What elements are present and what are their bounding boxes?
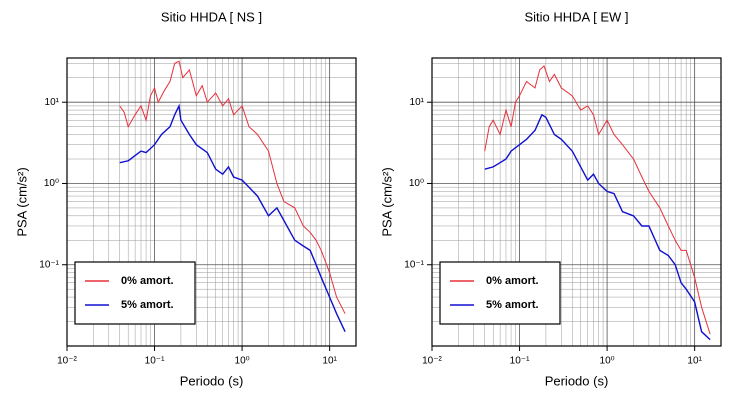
y-axis-label: PSA (cm/s²) bbox=[14, 167, 29, 236]
x-tick-label: 10⁻² bbox=[422, 356, 442, 367]
series-line bbox=[119, 103, 346, 332]
legend-label: 5% amort. bbox=[121, 299, 174, 311]
y-axis-label: PSA (cm/s²) bbox=[379, 167, 394, 236]
y-tick-label: 10¹ bbox=[410, 97, 425, 108]
series-line bbox=[119, 60, 346, 314]
panel: 10⁻² 10⁻¹ 10⁰ 10¹ 10⁻¹ 10⁰ 10¹ Sitio HHDA [ EW … bbox=[379, 9, 722, 388]
series-line bbox=[484, 65, 711, 335]
x-axis-label: Periodo (s) bbox=[545, 373, 609, 388]
y-tick-label: 10⁻¹ bbox=[39, 259, 59, 270]
plot-frame bbox=[431, 57, 722, 347]
plot-frame bbox=[66, 57, 357, 347]
y-tick-label: 10⁰ bbox=[409, 178, 424, 189]
series-line bbox=[484, 113, 711, 341]
chart-title: Sitio HHDA [ NS ] bbox=[161, 9, 262, 24]
panel: 10⁻² 10⁻¹ 10⁰ 10¹ 10⁻¹ 10⁰ 10¹ Sitio HHDA [ NS … bbox=[14, 9, 357, 388]
legend-label: 5% amort. bbox=[486, 299, 539, 311]
x-tick-label: 10⁻¹ bbox=[510, 356, 530, 367]
x-tick-label: 10¹ bbox=[687, 356, 702, 367]
x-tick-label: 10⁰ bbox=[600, 356, 615, 367]
x-tick-label: 10⁻¹ bbox=[145, 356, 165, 367]
legend-box bbox=[439, 261, 561, 325]
y-tick-label: 10¹ bbox=[45, 97, 60, 108]
x-tick-label: 10⁻² bbox=[57, 356, 77, 367]
chart-title: Sitio HHDA [ EW ] bbox=[524, 9, 628, 24]
y-tick-label: 10⁻¹ bbox=[404, 259, 424, 270]
x-tick-label: 10⁰ bbox=[235, 356, 250, 367]
y-tick-label: 10⁰ bbox=[44, 178, 59, 189]
legend-label: 0% amort. bbox=[486, 275, 539, 287]
legend-label: 0% amort. bbox=[121, 275, 174, 287]
x-tick-label: 10¹ bbox=[322, 356, 337, 367]
x-axis-label: Periodo (s) bbox=[180, 373, 244, 388]
legend-box bbox=[74, 261, 196, 325]
